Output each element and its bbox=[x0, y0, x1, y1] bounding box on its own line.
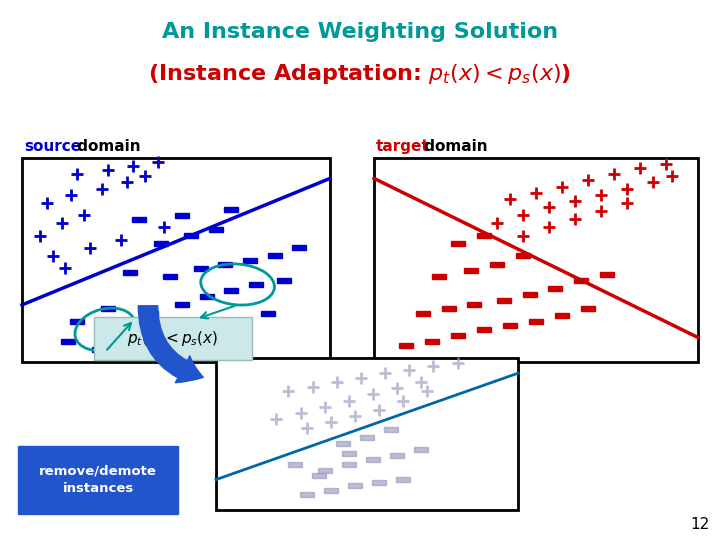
Bar bbox=[71, 319, 84, 323]
Text: target: target bbox=[376, 139, 430, 154]
FancyArrowPatch shape bbox=[138, 306, 203, 383]
Bar bbox=[516, 253, 530, 259]
Bar bbox=[92, 347, 106, 352]
Bar bbox=[390, 453, 404, 458]
Bar bbox=[490, 261, 504, 267]
Bar bbox=[312, 472, 325, 477]
Bar bbox=[523, 292, 536, 297]
Bar bbox=[194, 335, 207, 340]
Bar bbox=[114, 331, 127, 336]
Bar bbox=[225, 288, 238, 293]
Bar bbox=[243, 258, 257, 262]
Bar bbox=[18, 446, 178, 514]
Bar bbox=[360, 435, 374, 440]
Bar bbox=[300, 492, 314, 497]
Bar bbox=[184, 233, 199, 238]
Bar bbox=[529, 319, 543, 323]
Bar bbox=[374, 158, 698, 362]
Bar bbox=[144, 310, 158, 315]
Bar bbox=[268, 253, 282, 259]
Bar bbox=[292, 245, 306, 250]
Bar bbox=[153, 241, 168, 246]
Bar bbox=[225, 206, 238, 212]
Bar bbox=[287, 462, 302, 467]
Bar bbox=[61, 339, 75, 344]
Bar bbox=[581, 307, 595, 312]
Bar bbox=[400, 343, 413, 348]
Bar bbox=[451, 241, 465, 246]
Text: remove/demote
instances: remove/demote instances bbox=[39, 464, 157, 496]
Bar bbox=[324, 488, 338, 492]
Bar bbox=[477, 327, 491, 332]
Bar bbox=[249, 282, 263, 287]
Bar bbox=[138, 339, 152, 344]
Bar bbox=[451, 333, 465, 338]
Text: domain: domain bbox=[72, 139, 140, 154]
Bar bbox=[175, 213, 189, 218]
FancyArrowPatch shape bbox=[201, 306, 235, 319]
Bar bbox=[276, 278, 291, 283]
Bar bbox=[209, 227, 223, 232]
Bar bbox=[132, 217, 146, 222]
Text: source: source bbox=[24, 139, 81, 154]
Bar bbox=[261, 310, 275, 315]
Bar bbox=[123, 270, 137, 275]
Bar bbox=[342, 451, 356, 456]
FancyBboxPatch shape bbox=[94, 317, 252, 360]
Bar bbox=[215, 327, 229, 332]
Bar bbox=[396, 477, 410, 482]
Bar bbox=[163, 274, 177, 279]
Bar bbox=[477, 233, 491, 238]
Bar bbox=[575, 278, 588, 283]
Bar bbox=[549, 286, 562, 291]
Bar bbox=[348, 483, 362, 488]
Text: 12: 12 bbox=[690, 517, 710, 532]
Bar bbox=[366, 457, 380, 462]
Bar bbox=[342, 462, 356, 467]
Bar bbox=[372, 480, 386, 485]
Bar bbox=[384, 427, 398, 432]
Bar bbox=[555, 313, 569, 318]
Text: (Instance Adaptation: $p_t(x) < p_s(x)$): (Instance Adaptation: $p_t(x) < p_s(x)$) bbox=[148, 62, 572, 86]
Bar bbox=[194, 266, 207, 271]
Text: An Instance Weighting Solution: An Instance Weighting Solution bbox=[162, 22, 558, 42]
Bar bbox=[102, 307, 115, 312]
Bar bbox=[218, 261, 233, 267]
Bar bbox=[415, 310, 430, 315]
Bar bbox=[441, 307, 456, 312]
Bar bbox=[237, 319, 251, 323]
Bar bbox=[464, 268, 478, 273]
Bar bbox=[415, 447, 428, 451]
Bar bbox=[22, 158, 330, 362]
Text: domain: domain bbox=[419, 139, 487, 154]
Bar bbox=[503, 323, 517, 328]
Bar bbox=[467, 302, 482, 307]
Bar bbox=[432, 274, 446, 279]
Bar bbox=[169, 343, 183, 348]
Bar bbox=[600, 272, 614, 277]
Bar bbox=[175, 302, 189, 307]
Bar bbox=[426, 339, 439, 344]
Text: $p_t(x) < p_s(x)$: $p_t(x) < p_s(x)$ bbox=[127, 329, 219, 348]
Bar bbox=[216, 358, 518, 510]
Bar bbox=[318, 468, 332, 473]
Bar bbox=[199, 294, 214, 299]
Bar bbox=[336, 441, 350, 446]
Bar bbox=[497, 298, 510, 303]
FancyArrowPatch shape bbox=[107, 323, 131, 350]
